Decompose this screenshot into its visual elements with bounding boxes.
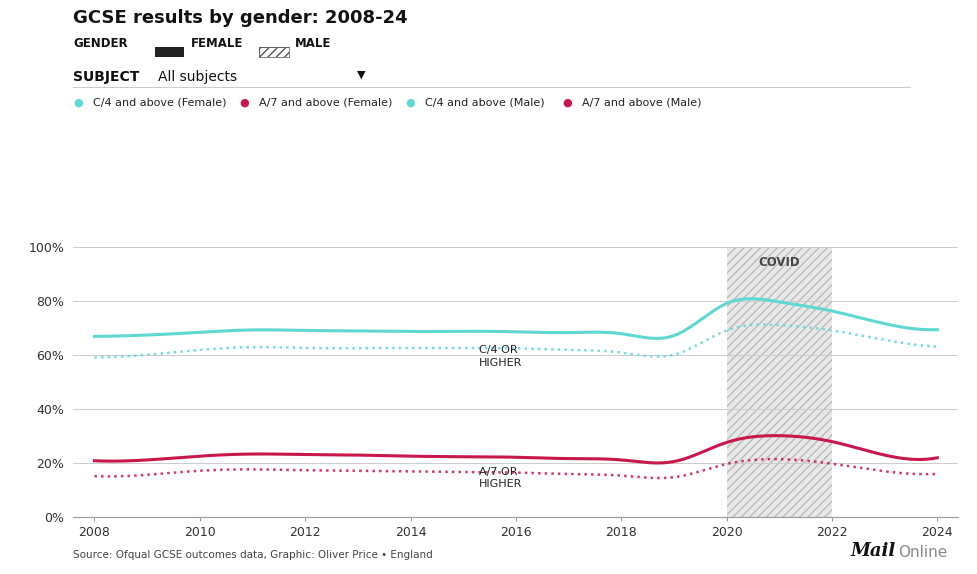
Bar bbox=[726, 247, 831, 517]
Text: FEMALE: FEMALE bbox=[191, 37, 243, 51]
Text: Source: Ofqual GCSE outcomes data, Graphic: Oliver Price • England: Source: Ofqual GCSE outcomes data, Graph… bbox=[73, 550, 433, 560]
Text: COVID: COVID bbox=[758, 256, 799, 269]
Text: Online: Online bbox=[897, 545, 946, 560]
Text: C/4 and above (Female): C/4 and above (Female) bbox=[93, 98, 227, 107]
Text: C/4 OR
HIGHER: C/4 OR HIGHER bbox=[479, 346, 522, 368]
Text: ●: ● bbox=[239, 98, 249, 107]
Text: MALE: MALE bbox=[295, 37, 331, 51]
Text: A/7 OR
HIGHER: A/7 OR HIGHER bbox=[479, 467, 522, 489]
Text: C/4 and above (Male): C/4 and above (Male) bbox=[425, 98, 544, 107]
Text: All subjects: All subjects bbox=[158, 70, 237, 84]
Text: SUBJECT: SUBJECT bbox=[73, 70, 140, 84]
Text: ●: ● bbox=[562, 98, 572, 107]
Text: ●: ● bbox=[405, 98, 415, 107]
Text: A/7 and above (Female): A/7 and above (Female) bbox=[259, 98, 392, 107]
Text: GCSE results by gender: 2008-24: GCSE results by gender: 2008-24 bbox=[73, 9, 407, 26]
Text: ▼: ▼ bbox=[357, 70, 365, 80]
Text: ●: ● bbox=[73, 98, 83, 107]
Text: GENDER: GENDER bbox=[73, 37, 128, 51]
Text: A/7 and above (Male): A/7 and above (Male) bbox=[581, 98, 701, 107]
Text: Mail: Mail bbox=[850, 542, 895, 560]
